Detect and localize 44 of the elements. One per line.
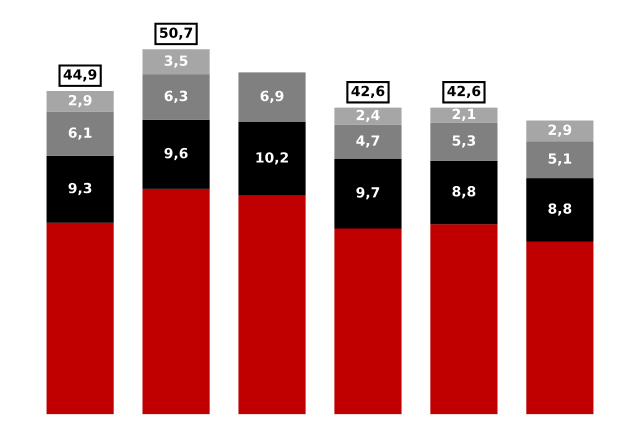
bar <box>238 122 306 196</box>
data-label: 8,8 <box>548 203 572 216</box>
bar <box>334 158 402 229</box>
data-label: 6,3 <box>164 90 188 103</box>
total-label: 44,9 <box>64 69 96 82</box>
total-label: 42,6 <box>447 86 480 98</box>
total-label: 42,6 <box>351 86 384 98</box>
data-label: 4,7 <box>356 135 380 148</box>
bar <box>142 49 210 74</box>
data-label: 10,2 <box>256 152 288 164</box>
bar <box>430 160 498 224</box>
bar <box>46 222 114 414</box>
bar <box>526 178 594 242</box>
data-label: 9,3 <box>68 182 92 196</box>
bar <box>46 112 114 156</box>
data-label: 5,1 <box>548 153 572 166</box>
bar <box>430 108 498 123</box>
data-label: 6,9 <box>260 90 284 103</box>
total-label: 50,7 <box>160 27 192 40</box>
data-label: 2,9 <box>68 95 92 108</box>
bar <box>526 241 594 414</box>
bar <box>142 188 210 414</box>
data-label: 8,8 <box>452 186 476 198</box>
data-label: 9,6 <box>164 148 188 160</box>
bar <box>238 72 306 122</box>
bar <box>334 108 402 125</box>
data-label: 2,4 <box>356 110 380 122</box>
bar <box>430 224 498 414</box>
bar <box>430 122 498 161</box>
data-label: 5,3 <box>452 135 476 148</box>
bar <box>238 195 306 414</box>
bar <box>142 120 210 189</box>
bar <box>46 156 114 223</box>
data-label: 6,1 <box>68 127 92 140</box>
data-label: 2,1 <box>452 108 476 121</box>
bar <box>334 228 402 414</box>
bar <box>334 124 402 159</box>
bar <box>46 91 114 112</box>
bar <box>526 141 594 178</box>
data-label: 9,7 <box>356 187 380 200</box>
data-label: 2,9 <box>548 124 572 137</box>
bar <box>142 74 210 120</box>
data-label: 3,5 <box>164 55 188 68</box>
bar <box>526 120 594 142</box>
